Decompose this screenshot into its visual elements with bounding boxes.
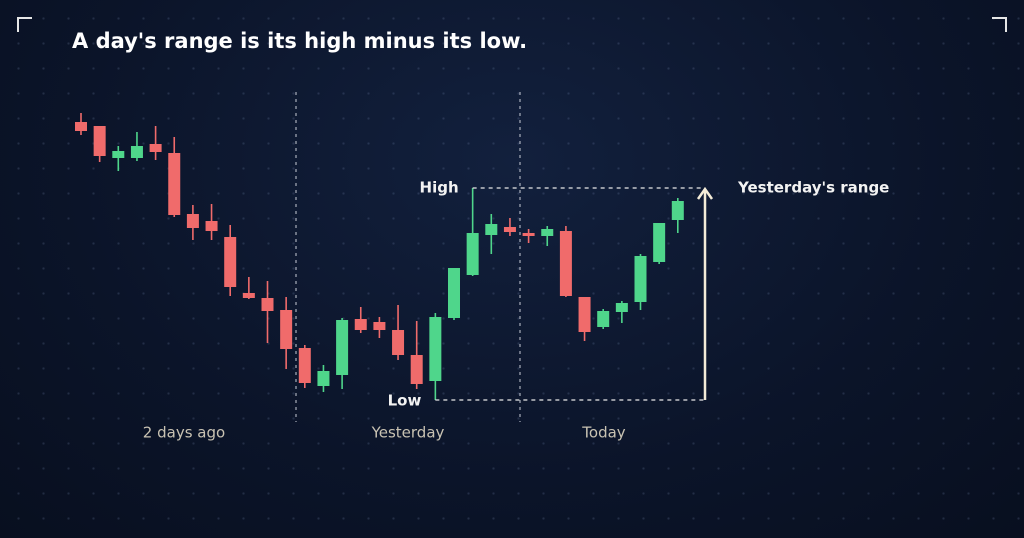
candle-body bbox=[373, 322, 386, 330]
candle-body bbox=[541, 229, 554, 236]
candle-body bbox=[186, 214, 199, 228]
candle-body bbox=[503, 227, 516, 232]
day-label: 2 days ago bbox=[143, 424, 225, 442]
candle-body bbox=[522, 233, 535, 236]
low-label: Low bbox=[388, 392, 422, 410]
candle-body bbox=[392, 330, 405, 355]
candle-body bbox=[653, 223, 666, 262]
arrow-head bbox=[696, 186, 714, 200]
candle-body bbox=[429, 317, 442, 381]
candle-body bbox=[410, 355, 423, 384]
candle-body bbox=[615, 303, 628, 312]
candle-body bbox=[205, 221, 218, 231]
candle-body bbox=[280, 310, 293, 349]
candle-body bbox=[75, 122, 87, 131]
candle-body bbox=[485, 224, 498, 235]
candle-body bbox=[634, 256, 647, 302]
candle-body bbox=[466, 233, 479, 275]
day-label: Yesterday bbox=[371, 424, 445, 442]
corner bbox=[992, 17, 1007, 32]
candle-body bbox=[671, 201, 684, 220]
range-label: Yesterday's range bbox=[737, 179, 889, 197]
candle-body bbox=[168, 153, 181, 215]
candle-body bbox=[336, 320, 349, 375]
candle-body bbox=[317, 371, 330, 386]
corner bbox=[17, 17, 32, 32]
candle-body bbox=[354, 319, 367, 330]
candle-body bbox=[261, 298, 274, 311]
high-label: High bbox=[420, 179, 459, 197]
day-label: Today bbox=[581, 424, 626, 442]
candle-body bbox=[112, 151, 125, 158]
candle-body bbox=[93, 126, 106, 156]
candle-body bbox=[578, 297, 591, 332]
candle-body bbox=[298, 348, 311, 383]
candle-body bbox=[597, 311, 610, 327]
candle-body bbox=[149, 144, 162, 152]
candle-body bbox=[559, 231, 572, 296]
candle-body bbox=[242, 293, 255, 298]
candle-body bbox=[224, 237, 237, 287]
candle-body bbox=[130, 146, 143, 158]
candle-body bbox=[448, 268, 460, 318]
chart-title: A day's range is its high minus its low. bbox=[72, 29, 527, 53]
